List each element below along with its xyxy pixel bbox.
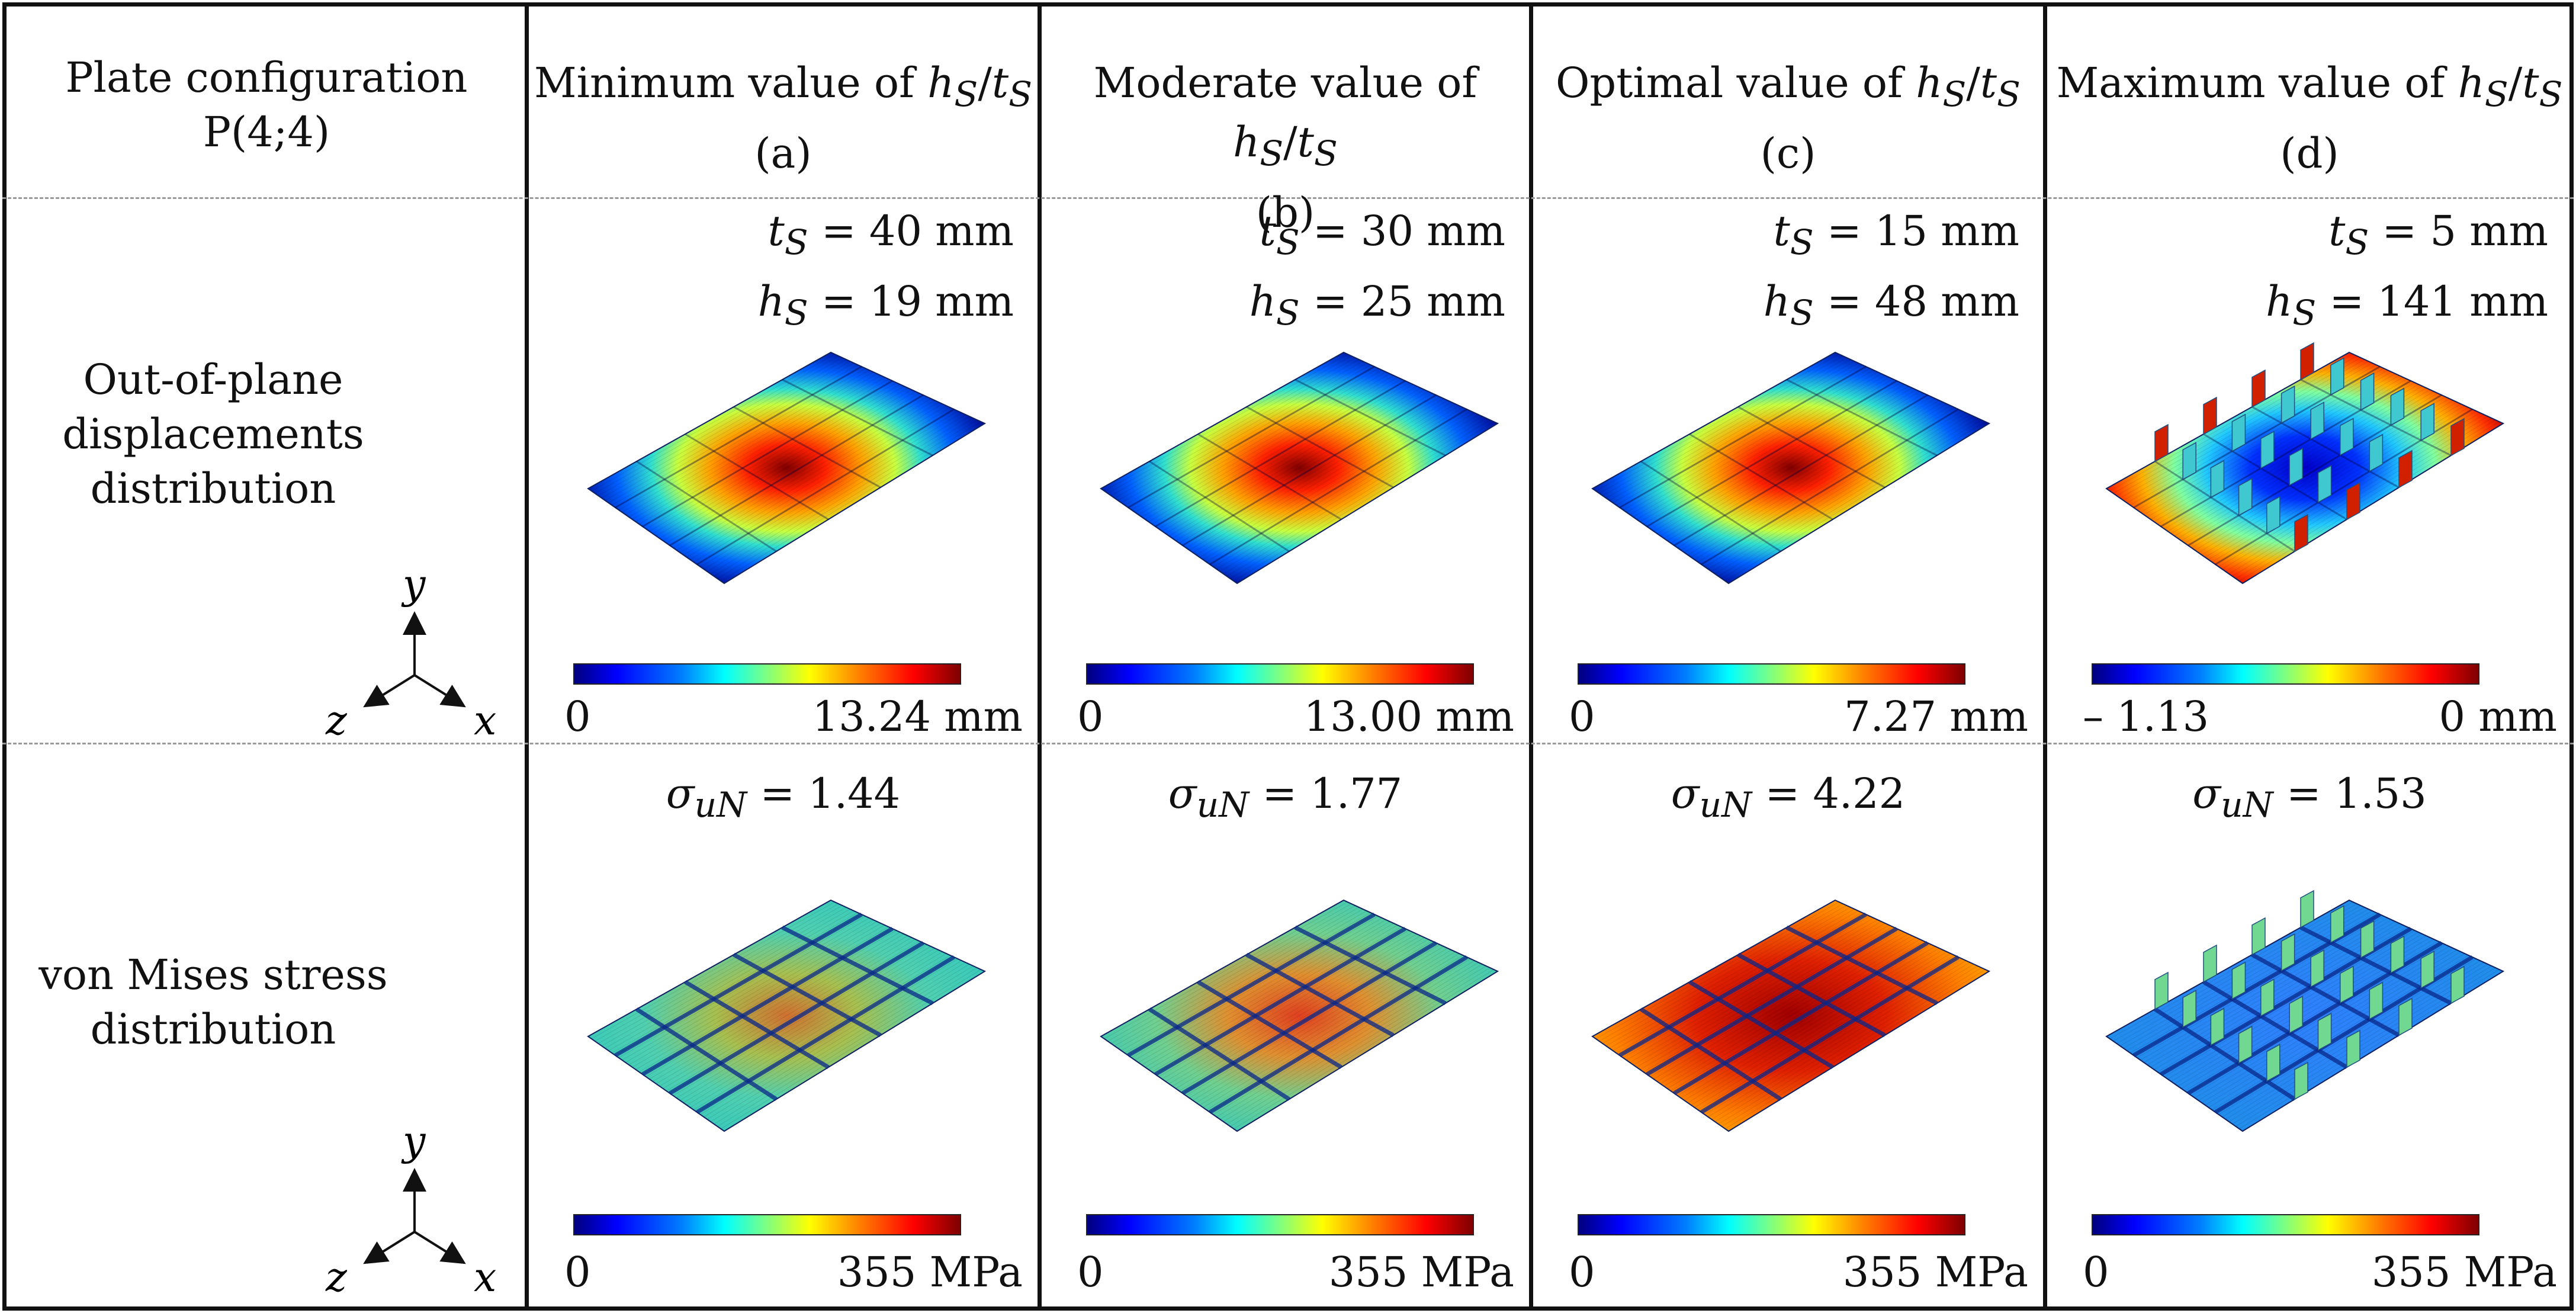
column-header-b: Moderate value of hS/tS (b) xyxy=(1042,53,1529,242)
hs-value: 48 mm xyxy=(1874,277,2019,326)
plate-configuration-header: Plate configuration P(4;4) xyxy=(65,53,468,156)
row-divider xyxy=(2,197,2574,199)
sigma-un-value: σuN = 1.44 xyxy=(666,769,901,825)
axes-triad-icon: y z x xyxy=(325,1118,496,1301)
ts-value: 15 mm xyxy=(1874,207,2019,255)
column-divider xyxy=(1529,2,1533,1311)
column-header-d: Maximum value of hS/tS (d) xyxy=(2047,53,2572,183)
stiffener-parameters: tS = 15 mm hS = 48 mm xyxy=(1763,207,2019,333)
panel-label: (c) xyxy=(1760,129,1816,178)
stress-min-label: 0 xyxy=(1569,1248,1595,1296)
displacement-plate-plot xyxy=(1100,351,1499,585)
stress-plate-plot xyxy=(1100,899,1499,1132)
column-divider xyxy=(1038,2,1042,1311)
displacement-colorbar xyxy=(573,663,961,685)
displacement-max-label: 13.24 mm xyxy=(812,692,1023,741)
stress-max-label: 355 MPa xyxy=(2371,1248,2557,1296)
axis-y-label: y xyxy=(401,561,426,608)
displacement-colorbar xyxy=(1578,663,1965,685)
ts-value: 5 mm xyxy=(2430,207,2548,255)
sigma-un-value: σuN = 1.77 xyxy=(1168,769,1403,825)
stiffener-parameters: tS = 40 mm hS = 19 mm xyxy=(757,207,1014,333)
displacement-row-label: Out-of-plane displacements distribution xyxy=(62,355,364,513)
stress-min-label: 0 xyxy=(2083,1248,2109,1296)
stress-colorbar xyxy=(2092,1214,2479,1235)
displacement-plate-plot xyxy=(1591,351,1991,585)
axis-y-label: y xyxy=(401,1118,426,1165)
axis-x-label: x xyxy=(474,1254,496,1301)
stress-max-label: 355 MPa xyxy=(1328,1248,1514,1296)
displacement-plate-plot xyxy=(2105,342,2505,585)
displacement-max-label: 7.27 mm xyxy=(1844,692,2028,741)
displacement-min-label: 0 xyxy=(1077,692,1104,741)
row-divider xyxy=(2,743,2574,744)
column-header-a: Minimum value of hS/tS (a) xyxy=(529,53,1038,183)
ts-value: 40 mm xyxy=(869,207,1014,255)
stress-colorbar xyxy=(1086,1214,1474,1235)
stress-row-label: von Mises stress distribution xyxy=(38,951,388,1054)
stress-min-label: 0 xyxy=(1077,1248,1104,1296)
stress-min-label: 0 xyxy=(564,1248,591,1296)
displacement-min-label: 0 xyxy=(1569,692,1595,741)
displacement-colorbar xyxy=(1086,663,1474,685)
ts-value: 30 mm xyxy=(1360,207,1505,255)
stress-max-label: 355 MPa xyxy=(1842,1248,2028,1296)
axes-triad-icon: y z x xyxy=(325,561,496,744)
stress-colorbar xyxy=(1578,1214,1965,1235)
panel-label: (d) xyxy=(2280,129,2339,178)
axis-z-label: z xyxy=(325,1254,348,1301)
column-header-c: Optimal value of hS/tS (c) xyxy=(1533,53,2043,183)
displacement-min-label: – 1.13 xyxy=(2083,692,2209,741)
sigma-un-value: σuN = 4.22 xyxy=(1671,769,1906,825)
stiffener-parameters: tS = 5 mm hS = 141 mm xyxy=(2266,207,2548,333)
displacement-max-label: 13.00 mm xyxy=(1303,692,1514,741)
stress-plate-plot xyxy=(587,899,987,1132)
displacement-max-label: 0 mm xyxy=(2439,692,2557,741)
stress-plate-plot xyxy=(2105,890,2505,1132)
displacement-min-label: 0 xyxy=(564,692,591,741)
column-divider xyxy=(525,2,529,1311)
panel-label: (a) xyxy=(754,129,812,178)
sigma-un-value: σuN = 1.53 xyxy=(2192,769,2427,825)
stress-colorbar xyxy=(573,1214,961,1235)
stress-plate-plot xyxy=(1591,899,1991,1132)
axis-z-label: z xyxy=(325,698,348,744)
column-divider xyxy=(2043,2,2047,1311)
hs-value: 19 mm xyxy=(869,277,1014,326)
displacement-plate-plot xyxy=(587,351,987,585)
hs-value: 25 mm xyxy=(1360,277,1505,326)
axis-x-label: x xyxy=(474,698,496,744)
displacement-colorbar xyxy=(2092,663,2479,685)
panel-label: (b) xyxy=(1255,188,1315,237)
stress-max-label: 355 MPa xyxy=(837,1248,1023,1296)
hs-value: 141 mm xyxy=(2377,277,2548,326)
stiffener-parameters: tS = 30 mm hS = 25 mm xyxy=(1249,207,1505,333)
